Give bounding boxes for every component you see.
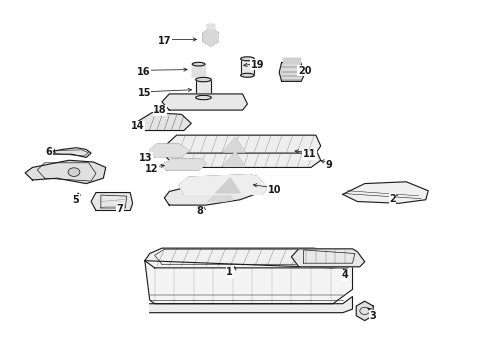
- Polygon shape: [343, 182, 428, 203]
- Text: 17: 17: [158, 36, 172, 46]
- Polygon shape: [196, 80, 211, 98]
- Polygon shape: [216, 178, 240, 193]
- Polygon shape: [167, 135, 321, 153]
- Polygon shape: [241, 59, 254, 75]
- Ellipse shape: [241, 73, 254, 77]
- Ellipse shape: [196, 77, 211, 82]
- Text: 12: 12: [145, 163, 158, 174]
- Text: 6: 6: [46, 147, 52, 157]
- Text: 9: 9: [326, 160, 332, 170]
- Polygon shape: [150, 144, 189, 157]
- Text: 1: 1: [226, 267, 233, 277]
- Polygon shape: [179, 175, 267, 194]
- Ellipse shape: [241, 57, 254, 61]
- Polygon shape: [356, 301, 373, 320]
- Text: 11: 11: [303, 149, 316, 159]
- Text: 10: 10: [268, 185, 281, 195]
- Polygon shape: [192, 64, 205, 76]
- Text: 14: 14: [131, 121, 145, 131]
- Polygon shape: [283, 58, 300, 63]
- Polygon shape: [164, 182, 255, 205]
- Polygon shape: [138, 113, 191, 131]
- Text: 5: 5: [73, 195, 79, 205]
- Text: 13: 13: [139, 153, 152, 163]
- Text: 2: 2: [389, 194, 396, 204]
- Text: 19: 19: [251, 59, 265, 69]
- Polygon shape: [91, 193, 133, 211]
- Polygon shape: [47, 148, 91, 157]
- Text: 18: 18: [153, 105, 167, 115]
- Text: 7: 7: [117, 204, 123, 214]
- Text: 15: 15: [138, 88, 151, 98]
- Polygon shape: [150, 297, 352, 313]
- Polygon shape: [292, 249, 365, 267]
- Text: 20: 20: [298, 66, 311, 76]
- Text: 4: 4: [342, 270, 348, 280]
- Circle shape: [68, 168, 80, 176]
- Polygon shape: [145, 261, 352, 304]
- Polygon shape: [207, 24, 214, 29]
- Text: 16: 16: [137, 67, 150, 77]
- Polygon shape: [279, 62, 304, 81]
- Text: 3: 3: [369, 311, 376, 320]
- Polygon shape: [223, 152, 245, 166]
- Polygon shape: [223, 138, 245, 152]
- Ellipse shape: [192, 62, 205, 66]
- Polygon shape: [167, 149, 321, 167]
- Text: 8: 8: [196, 206, 203, 216]
- Polygon shape: [25, 160, 106, 184]
- Polygon shape: [208, 187, 233, 202]
- Polygon shape: [162, 94, 247, 110]
- Ellipse shape: [196, 95, 211, 100]
- Polygon shape: [162, 159, 206, 170]
- Polygon shape: [203, 29, 219, 46]
- Polygon shape: [145, 248, 352, 268]
